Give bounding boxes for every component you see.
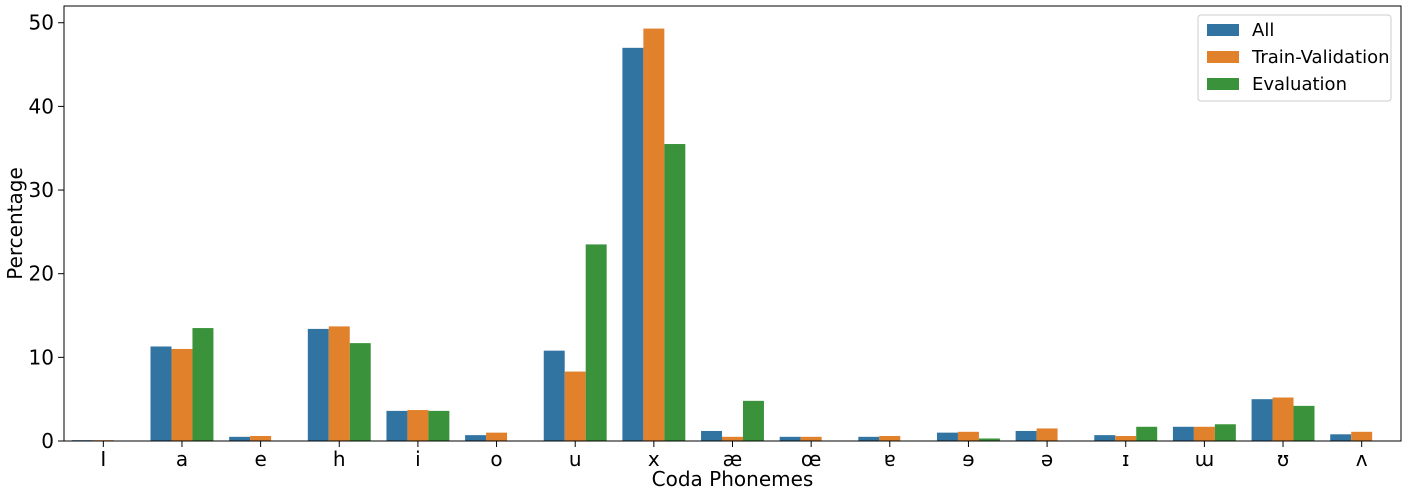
bar-all-6 — [543, 350, 565, 441]
bar-train-validation-3 — [328, 326, 350, 441]
bar-evaluation-14 — [1214, 424, 1236, 441]
bar-train-validation-10 — [879, 435, 901, 441]
bar-train-validation-5 — [486, 432, 508, 441]
bar-train-validation-2 — [250, 435, 272, 441]
x-tick-label-8: æ — [723, 447, 743, 471]
bar-all-2 — [229, 436, 251, 441]
bar-train-validation-9 — [800, 436, 822, 441]
legend: All Train-Validation Evaluation — [1197, 14, 1392, 102]
x-tick-label-1: a — [176, 447, 188, 471]
bar-evaluation-6 — [585, 244, 607, 441]
bar-train-validation-14 — [1193, 426, 1215, 441]
x-tick-label-4: i — [415, 447, 421, 471]
bar-train-validation-7 — [643, 28, 665, 441]
x-tick-label-11: ɘ — [962, 447, 974, 471]
bar-train-validation-1 — [171, 348, 193, 441]
bar-all-8 — [701, 430, 723, 441]
bar-all-1 — [150, 346, 172, 441]
bar-evaluation-1 — [192, 328, 214, 441]
y-tick-label-2: 20 — [29, 262, 54, 286]
bar-all-14 — [1172, 426, 1194, 441]
bar-all-15 — [1251, 399, 1273, 441]
x-tick-label-5: o — [490, 447, 502, 471]
bar-evaluation-15 — [1293, 405, 1315, 441]
bar-all-10 — [858, 436, 880, 441]
bar-train-validation-11 — [957, 431, 979, 441]
bar-all-11 — [936, 432, 958, 441]
bar-all-12 — [1015, 430, 1037, 441]
bar-all-16 — [1330, 434, 1352, 441]
bar-all-5 — [465, 435, 487, 441]
y-tick-label-1: 10 — [29, 345, 54, 369]
plot-frame — [63, 5, 1402, 442]
x-tick-label-10: ɐ — [884, 447, 896, 471]
bar-train-validation-12 — [1036, 428, 1058, 441]
x-tick-label-2: e — [254, 447, 266, 471]
legend-label-all: All — [1252, 20, 1274, 41]
legend-label-train-validation: Train-Validation — [1251, 47, 1390, 68]
y-axis: 0 10 20 30 40 50 — [29, 11, 64, 453]
legend-swatch-all — [1207, 24, 1239, 36]
bar-evaluation-7 — [664, 144, 686, 441]
legend-label-evaluation: Evaluation — [1252, 74, 1347, 95]
y-tick-label-5: 50 — [29, 11, 54, 35]
legend-swatch-evaluation — [1207, 78, 1239, 90]
bar-evaluation-11 — [978, 438, 1000, 441]
bar-train-validation-4 — [407, 410, 429, 441]
y-axis-label: Percentage — [3, 167, 27, 280]
legend-swatch-train-validation — [1207, 51, 1239, 63]
y-tick-label-3: 30 — [29, 178, 54, 202]
bar-all-4 — [386, 410, 408, 441]
bars-group — [71, 28, 1373, 441]
x-tick-label-7: x — [648, 447, 660, 471]
x-tick-label-3: h — [333, 447, 346, 471]
bar-evaluation-4 — [428, 410, 450, 441]
bar-train-validation-8 — [722, 436, 743, 441]
x-tick-label-13: ɪ — [1122, 447, 1129, 471]
bar-evaluation-8 — [742, 400, 764, 441]
y-tick-label-0: 0 — [41, 429, 54, 453]
bar-train-validation-15 — [1272, 397, 1294, 441]
bar-train-validation-16 — [1351, 431, 1373, 441]
bar-all-3 — [307, 328, 329, 441]
x-axis-label: Coda Phonemes — [652, 467, 814, 491]
x-tick-label-6: u — [569, 447, 582, 471]
x-tick-label-12: ə — [1041, 447, 1053, 471]
x-tick-label-15: ʊ — [1277, 447, 1289, 471]
bar-all-13 — [1094, 435, 1116, 441]
bar-all-7 — [622, 47, 644, 441]
x-tick-label-9: œ — [801, 447, 821, 471]
bar-train-validation-13 — [1115, 435, 1137, 441]
bar-all-9 — [779, 436, 801, 441]
x-tick-label-0: I — [100, 447, 106, 471]
bar-train-validation-6 — [564, 371, 586, 441]
x-tick-label-16: ʌ — [1356, 447, 1368, 471]
y-tick-label-4: 40 — [29, 94, 54, 118]
bar-evaluation-3 — [349, 343, 371, 441]
x-tick-label-14: ɯ — [1195, 447, 1214, 471]
legend-box — [1197, 14, 1392, 102]
bar-evaluation-13 — [1136, 426, 1158, 441]
